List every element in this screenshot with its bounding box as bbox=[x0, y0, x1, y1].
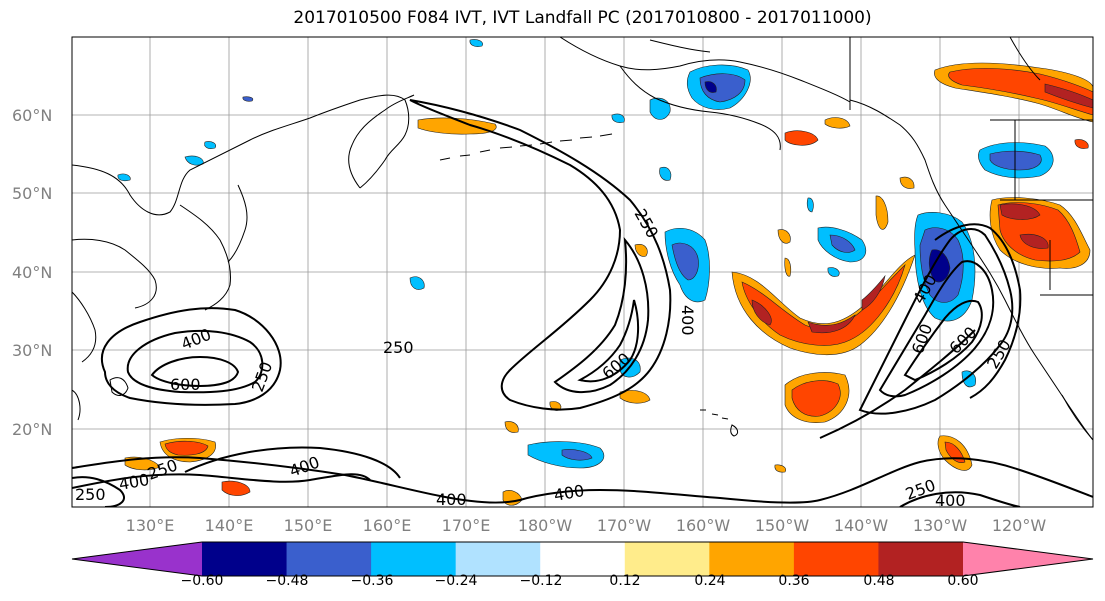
negative-anomaly-shading bbox=[117, 39, 1054, 469]
ivt-contours bbox=[72, 99, 1093, 507]
contour-label: 400 bbox=[436, 490, 467, 509]
lon-label: 120°W bbox=[992, 516, 1047, 535]
lat-label: 20°N bbox=[12, 420, 52, 439]
latitude-labels: 60°N 50°N 40°N 30°N 20°N bbox=[12, 106, 52, 439]
lat-label: 60°N bbox=[12, 106, 52, 125]
lon-label: 160°W bbox=[676, 516, 731, 535]
lon-label: 150°E bbox=[284, 516, 333, 535]
colorbar-segment bbox=[709, 542, 795, 576]
colorbar-segment bbox=[455, 542, 541, 576]
contour-labels: 400 600 250 250 600 400 250 600 400 600 … bbox=[75, 206, 1015, 510]
lon-label: 140°E bbox=[205, 516, 254, 535]
colorbar-segment bbox=[72, 542, 202, 576]
lon-label: 170°E bbox=[442, 516, 491, 535]
colorbar-tick-label: 0.48 bbox=[863, 573, 894, 589]
contour-label: 400 bbox=[935, 491, 966, 510]
colorbar-segment bbox=[793, 542, 879, 576]
colorbar-tick-label: 0.60 bbox=[947, 573, 978, 589]
lon-label: 150°W bbox=[755, 516, 810, 535]
colorbar-segment bbox=[202, 542, 288, 576]
colorbar-segment bbox=[371, 542, 457, 576]
colorbar-ticks: −0.60 −0.48 −0.36 −0.24 −0.12 0.12 0.24 … bbox=[181, 573, 979, 589]
colorbar-tick-label: 0.36 bbox=[778, 573, 809, 589]
colorbar-segment bbox=[963, 542, 1093, 576]
colorbar-segment bbox=[540, 542, 626, 576]
colorbar-tick-label: −0.60 bbox=[181, 573, 224, 589]
longitude-labels: 130°E 140°E 150°E 160°E 170°E 180°W 170°… bbox=[126, 516, 1047, 535]
contour-label: 250 bbox=[75, 485, 106, 504]
colorbar-tick-label: −0.36 bbox=[351, 573, 394, 589]
colorbar-tick-label: −0.24 bbox=[435, 573, 478, 589]
colorbar-segment bbox=[286, 542, 372, 576]
contour-label: 250 bbox=[383, 338, 414, 357]
lon-label: 180°W bbox=[518, 516, 573, 535]
map-title: 2017010500 F084 IVT, IVT Landfall PC (20… bbox=[293, 8, 872, 28]
contour-label: 400 bbox=[678, 305, 697, 336]
lat-label: 50°N bbox=[12, 184, 52, 203]
lon-label: 130°E bbox=[126, 516, 175, 535]
colorbar-outline bbox=[71, 541, 1094, 577]
colorbar-tick-label: 0.12 bbox=[609, 573, 640, 589]
colorbar-segment bbox=[624, 542, 710, 576]
map-panel: 400 600 250 250 600 400 250 600 400 600 … bbox=[72, 37, 1093, 510]
lat-label: 30°N bbox=[12, 341, 52, 360]
colorbar-tick-label: 0.24 bbox=[694, 573, 725, 589]
map-border bbox=[71, 36, 1094, 508]
lon-label: 130°W bbox=[913, 516, 968, 535]
lon-label: 160°E bbox=[363, 516, 412, 535]
lon-label: 140°W bbox=[834, 516, 889, 535]
colorbar-tick-label: −0.48 bbox=[266, 573, 309, 589]
colorbar-tick-label: −0.12 bbox=[520, 573, 563, 589]
contour-label: 600 bbox=[170, 375, 201, 394]
colorbar-segment bbox=[878, 542, 964, 576]
colorbar bbox=[71, 541, 1094, 577]
lat-label: 40°N bbox=[12, 263, 52, 282]
lon-label: 170°W bbox=[597, 516, 652, 535]
